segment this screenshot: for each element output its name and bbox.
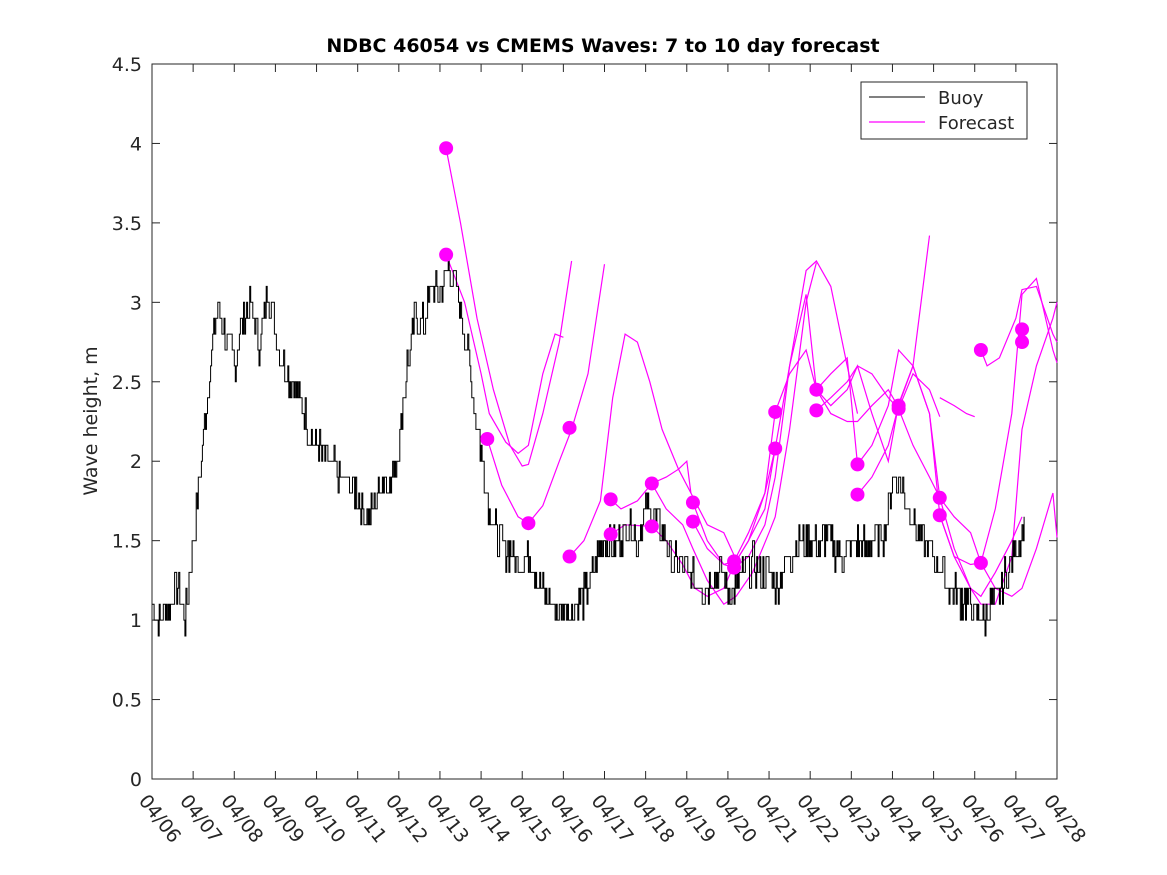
forecast-marker [562,420,577,435]
chart-title: NDBC 46054 vs CMEMS Waves: 7 to 10 day f… [326,35,879,57]
legend-forecast-label: Forecast [938,113,1014,134]
forecast-line [486,264,606,524]
forecast-marker [685,495,700,510]
forecast-marker [521,516,536,531]
forecast-marker [809,403,824,418]
forecast-marker [603,527,618,542]
forecast-marker [562,549,577,564]
forecast-line [569,333,737,560]
forecast-marker [932,508,947,523]
forecast-line [939,397,975,418]
forecast-marker [644,476,659,491]
forecast-marker [768,404,783,419]
y-tick-label: 2.5 [112,372,142,394]
forecast-marker [809,382,824,397]
buoy-line [152,254,1025,637]
forecast-marker [891,401,906,416]
forecast-marker [850,487,865,502]
forecast-line [445,254,564,455]
y-tick-label: 3 [130,292,142,314]
forecast-marker [480,431,495,446]
y-tick-label: 2 [130,451,142,473]
forecast-marker [603,492,618,507]
forecast-marker [768,441,783,456]
forecast-marker [1015,335,1030,350]
forecast-marker [644,519,659,534]
forecast-marker [685,514,700,529]
forecast-line [610,459,692,510]
y-tick-label: 3.5 [112,213,142,235]
y-tick-label: 4 [130,133,142,155]
forecast-line [857,302,1058,605]
forecast-marker [1015,322,1030,337]
forecast-line [939,277,1058,566]
forecast-marker [973,555,988,570]
forecast-marker [439,141,454,156]
y-tick-label: 1 [130,610,142,632]
forecast-line [816,365,941,417]
forecast-marker [439,247,454,262]
forecast-marker [850,457,865,472]
forecast-line [651,262,817,606]
forecast-marker [973,343,988,357]
forecast-marker [932,490,947,505]
legend-box [860,81,1028,140]
y-tick-label: 0 [130,769,142,791]
forecast-marker [727,560,742,575]
y-axis-label: Wave height, m [80,346,102,495]
forecast-line [980,285,1058,367]
y-tick-label: 0.5 [112,690,142,712]
forecast-line [733,235,931,565]
legend-buoy-label: Buoy [938,88,984,109]
y-tick-label: 4.5 [112,54,142,76]
forecast-line [445,148,573,467]
y-tick-label: 1.5 [112,531,142,553]
